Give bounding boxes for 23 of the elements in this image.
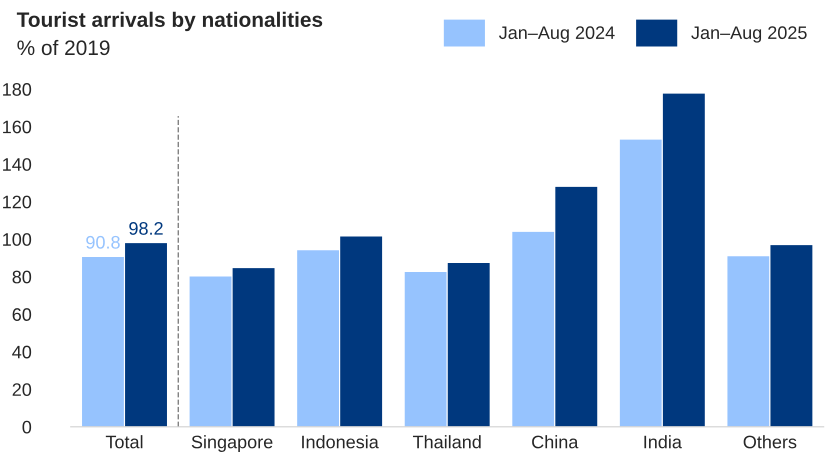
x-tick-label: China — [532, 435, 578, 448]
x-tick-label: Singapore — [192, 435, 272, 452]
y-tick-label: 80 — [12, 270, 32, 284]
y-tick-label: 40 — [12, 346, 32, 358]
x-tick-label: Total — [106, 435, 142, 448]
legend-label: Jan–Aug 2025 — [691, 26, 807, 43]
chart-title: Tourist arrivals by nationalities — [16, 12, 322, 32]
x-tick-label: India — [644, 435, 682, 448]
legend-label: Jan–Aug 2024 — [498, 26, 615, 43]
chart-subtitle: % of 2019 — [17, 40, 110, 56]
data-label: 98.2 — [129, 222, 163, 235]
y-tick-label: 160 — [3, 120, 32, 134]
y-tick-label: 100 — [3, 233, 32, 246]
x-tick-label: Thailand — [412, 435, 481, 448]
x-tick-label: Others — [744, 435, 796, 448]
data-label: 90.8 — [86, 236, 120, 249]
y-tick-label: 180 — [3, 83, 32, 96]
y-tick-label: 0 — [22, 420, 32, 434]
y-tick-label: 120 — [3, 196, 32, 208]
y-tick-label: 60 — [12, 308, 32, 321]
x-tick-label: Indonesia — [302, 435, 379, 448]
y-tick-label: 140 — [3, 158, 32, 171]
y-tick-label: 20 — [12, 383, 32, 396]
